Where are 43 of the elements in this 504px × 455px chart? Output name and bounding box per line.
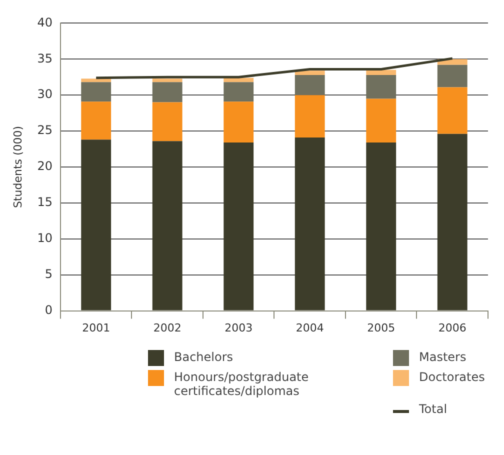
bar xyxy=(152,141,182,310)
bar xyxy=(294,70,325,75)
y-tick-label: 0 xyxy=(44,302,52,317)
bar xyxy=(437,134,468,310)
bar xyxy=(81,82,112,102)
y-tick-label: 35 xyxy=(37,51,52,66)
bar xyxy=(152,78,182,82)
bar xyxy=(224,142,254,310)
x-tick-label: 2003 xyxy=(224,321,253,334)
legend-label: Bachelors xyxy=(174,350,234,364)
bar xyxy=(152,82,182,102)
x-tick-label: 2001 xyxy=(82,321,110,334)
bar xyxy=(294,74,325,96)
legend-label: Doctorates xyxy=(419,370,486,384)
bar xyxy=(366,74,396,99)
bar xyxy=(81,78,112,82)
y-tick-label: 15 xyxy=(37,195,52,210)
bar xyxy=(81,102,112,140)
y-axis-title: Students (000) xyxy=(11,126,24,208)
bar xyxy=(437,64,468,88)
y-tick-label: 25 xyxy=(37,123,52,138)
x-tick-label: 2004 xyxy=(296,321,324,334)
y-tick-label: 40 xyxy=(37,15,52,30)
legend-label: Honours/postgraduate certificates/diplomas xyxy=(174,370,310,398)
bar xyxy=(294,138,325,310)
bar xyxy=(224,82,254,102)
y-tick-label: 20 xyxy=(37,159,52,174)
bar xyxy=(81,140,112,310)
bar xyxy=(366,98,396,143)
bar xyxy=(437,87,468,134)
bar xyxy=(366,142,396,310)
y-tick-label: 5 xyxy=(44,266,52,281)
x-tick-label: 2006 xyxy=(438,321,466,334)
legend-label: Masters xyxy=(419,350,468,364)
x-tick-label: 2005 xyxy=(367,321,396,334)
bar xyxy=(152,102,182,142)
y-tick-label: 10 xyxy=(37,231,52,246)
y-tick-label: 30 xyxy=(37,87,52,102)
bar xyxy=(366,70,396,75)
bar xyxy=(224,102,254,143)
legend-label: Total xyxy=(419,402,448,416)
bar xyxy=(294,95,325,138)
x-tick-label: 2002 xyxy=(153,321,182,334)
